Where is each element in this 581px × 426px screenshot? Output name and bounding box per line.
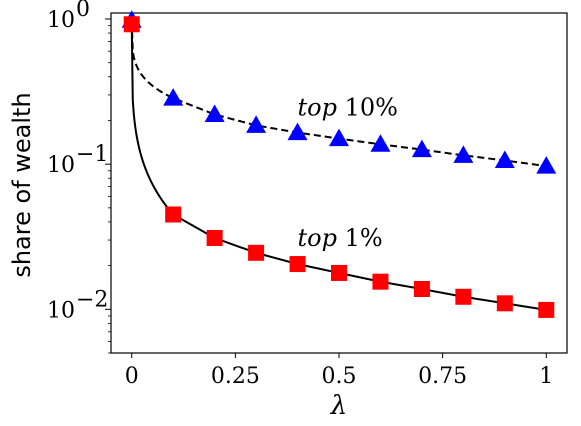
marker-top1 bbox=[331, 264, 347, 281]
marker-top1 bbox=[413, 281, 430, 298]
marker-top1 bbox=[206, 229, 223, 246]
x-tick-label: 0.25 bbox=[211, 364, 260, 389]
y-tick-exponent: −2 bbox=[76, 287, 108, 312]
annotation-top1: top 1% bbox=[298, 224, 383, 252]
marker-top10 bbox=[453, 145, 474, 163]
x-axis-label: λ bbox=[330, 391, 347, 421]
x-tick-label: 0.75 bbox=[418, 364, 467, 389]
y-tick-exponent: 0 bbox=[76, 0, 90, 22]
y-tick-label: 10 bbox=[47, 298, 75, 323]
marker-top10 bbox=[287, 122, 308, 141]
x-tick-label: 0 bbox=[125, 364, 139, 389]
marker-top10 bbox=[329, 128, 349, 147]
marker-top10 bbox=[246, 115, 267, 133]
marker-top10 bbox=[204, 104, 225, 122]
x-tick-label: 1 bbox=[539, 364, 553, 389]
marker-top1 bbox=[455, 288, 472, 305]
marker-top10 bbox=[370, 134, 391, 152]
marker-top1 bbox=[165, 206, 182, 223]
x-tick-label: 0.5 bbox=[322, 364, 357, 389]
series-markers bbox=[121, 10, 557, 318]
marker-top10 bbox=[536, 156, 557, 174]
y-tick-label: 10 bbox=[47, 8, 75, 33]
marker-top1 bbox=[496, 295, 513, 312]
annotations: top 10% top 1% bbox=[298, 94, 398, 252]
y-axis-label: share of wealth bbox=[8, 92, 36, 277]
y-tick-label: 10 bbox=[47, 153, 75, 178]
marker-top10 bbox=[494, 150, 515, 168]
marker-top10 bbox=[411, 139, 432, 158]
marker-top1 bbox=[123, 16, 140, 33]
marker-top1 bbox=[372, 273, 389, 290]
marker-top10 bbox=[163, 88, 184, 106]
marker-top1 bbox=[248, 244, 265, 261]
annotation-top10: top 10% bbox=[298, 94, 398, 122]
y-tick-exponent: −1 bbox=[76, 142, 108, 167]
marker-top1 bbox=[289, 256, 306, 273]
marker-top1 bbox=[538, 301, 555, 318]
